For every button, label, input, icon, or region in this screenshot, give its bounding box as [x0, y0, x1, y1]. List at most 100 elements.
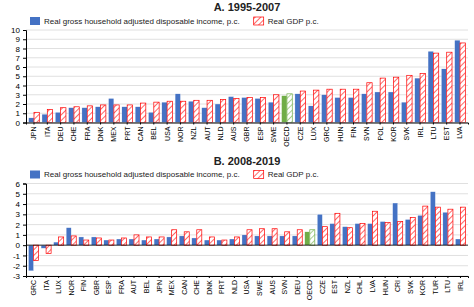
tick-label: IRL [417, 126, 424, 137]
tick-label: SWE [270, 126, 277, 142]
legend-item: Real GDP p.c. [254, 170, 319, 179]
bar [300, 91, 305, 122]
tick-label: PRT [218, 279, 225, 294]
tick-mark [380, 123, 381, 125]
tick-mark [23, 39, 26, 40]
tick-mark [334, 276, 335, 278]
bar [127, 105, 132, 123]
tick-label: SWE [256, 280, 263, 296]
x-tick: SWE [256, 276, 263, 296]
tick-label: KOR [419, 280, 426, 295]
grid-line [26, 67, 468, 68]
legend-swatch [30, 171, 40, 179]
x-tick: ITA [44, 123, 51, 137]
tick-mark [360, 276, 361, 278]
bar [314, 90, 319, 122]
bar [121, 238, 126, 245]
tick-label: FRA [118, 280, 125, 294]
bar [154, 102, 159, 122]
tick-mark [113, 123, 114, 125]
tick-mark [233, 123, 234, 125]
y-tick: 9 [16, 35, 26, 44]
bar [348, 98, 353, 123]
x-tick: SVK [407, 276, 414, 294]
y-tick: 0 [16, 119, 26, 128]
y-axis: 012345678910 [11, 26, 26, 128]
tick-label: KOR [390, 127, 397, 142]
bar [34, 112, 39, 122]
grid-line [26, 94, 468, 95]
tick-mark [23, 235, 26, 236]
x-axis: GRCITALUXNORFINGBRESPFRAAUTBELJPNMEXCANC… [27, 276, 469, 300]
bar [29, 118, 34, 123]
tick-mark [100, 123, 101, 125]
x-tick: MEX [110, 123, 117, 142]
bar [388, 92, 393, 123]
bar [247, 230, 252, 245]
tick-label: FIN [350, 127, 357, 138]
tick-label: JPN [30, 127, 37, 140]
x-tick: CZE [297, 123, 304, 141]
tick-label: 5 [16, 190, 21, 199]
x-tick: AUT [204, 123, 211, 141]
bar [242, 235, 247, 245]
x-tick: HUN [337, 123, 344, 142]
bar [228, 97, 233, 123]
bar [354, 89, 359, 122]
bar [46, 245, 51, 253]
tick-label: BEL [150, 126, 157, 139]
bar [84, 240, 89, 245]
y-axis: -3-2-10123456 [13, 180, 27, 282]
bar [109, 98, 114, 122]
tick-mark [23, 76, 26, 77]
tick-label: EST [443, 126, 450, 140]
bar [79, 237, 84, 245]
tick-mark [96, 276, 97, 278]
x-tick: EST [331, 276, 338, 294]
grid [26, 30, 468, 123]
tick-mark [340, 123, 341, 125]
bar [184, 232, 189, 245]
x-tick: ESP [105, 276, 112, 294]
y-tick: -1 [13, 252, 26, 261]
bar [172, 230, 177, 245]
bar [122, 107, 127, 123]
tick-mark [23, 49, 26, 50]
tick-mark [372, 276, 373, 278]
tick-label: OECD [283, 127, 290, 147]
legend-item: Real gross household adjusted disposable… [30, 17, 240, 26]
bar [330, 224, 335, 246]
legend-swatch [254, 171, 264, 179]
bar [61, 108, 66, 123]
x-tick: CZE [319, 276, 326, 294]
x-tick: LUX [55, 276, 62, 294]
bar [335, 98, 340, 123]
tick-label: LTU [430, 127, 437, 140]
x-tick: LUX [310, 123, 317, 141]
legend-label: Real GDP p.c. [268, 170, 319, 179]
tick-label: HUN [382, 280, 389, 295]
tick-label: SVK [407, 280, 414, 294]
x-tick: JPN [30, 123, 37, 140]
x-tick: CAN [137, 123, 144, 142]
grid-line [26, 255, 468, 256]
zero-line [26, 245, 468, 246]
tick-label: 5 [16, 72, 21, 81]
bar [116, 239, 121, 245]
tick-label: AUT [204, 126, 211, 141]
tick-mark [23, 86, 26, 87]
tick-mark [259, 276, 260, 278]
bar [179, 236, 184, 245]
x-tick: CHE [193, 276, 200, 295]
x-tick: AUS [230, 123, 237, 141]
tick-label: 2 [16, 221, 21, 230]
tick-label: GRC [30, 280, 37, 296]
bars [29, 40, 466, 122]
tick-label: GRC [323, 127, 330, 143]
tick-mark [127, 123, 128, 125]
x-tick: DNK [206, 276, 213, 295]
chart-title: A. 1995-2007 [214, 1, 281, 13]
y-tick: 4 [16, 82, 26, 91]
bar [455, 239, 460, 245]
tick-label: 7 [16, 54, 21, 63]
